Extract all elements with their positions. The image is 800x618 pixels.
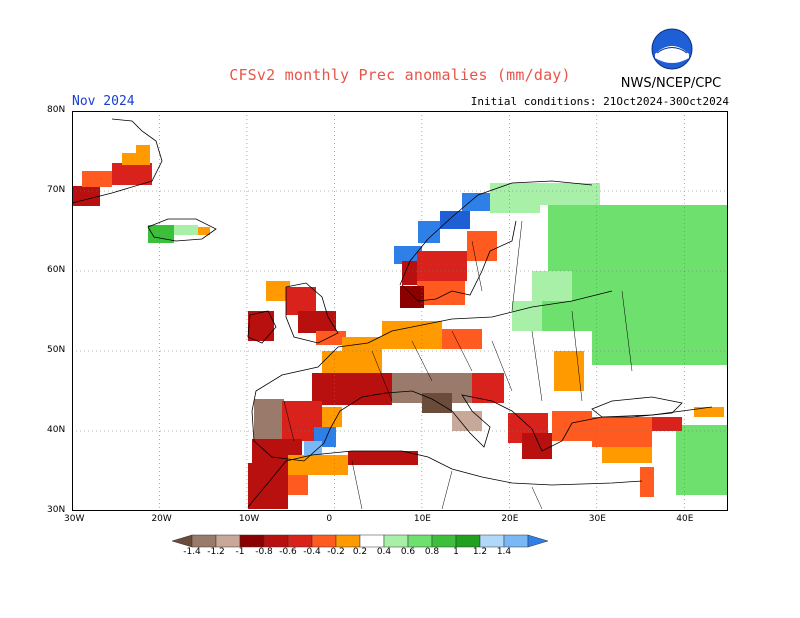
agency-label: NWS/NCEP/CPC [620,76,722,91]
colorbar-arrow-right [527,534,549,548]
colorbar-label: -1.4 [183,547,201,557]
initial-conditions: Initial conditions: 21Oct2024-30Oct2024 [470,95,729,108]
lat-tick-label: 40N [47,425,66,435]
colorbar-segment [455,534,481,548]
colorbar-label: -0.8 [255,547,273,557]
chart-title: CFSv2 monthly Prec anomalies (mm/day) [229,66,571,84]
colorbar-label: 0.6 [400,547,416,557]
colorbar-label: 1.4 [496,547,512,557]
noaa-logo [651,28,693,70]
colorbar-label: -0.2 [327,547,345,557]
lon-tick-label: 30W [64,514,85,524]
anomaly-map [72,111,728,511]
lat-tick-label: 60N [47,265,66,275]
colorbar [171,534,549,548]
colorbar-label: 0.8 [424,547,440,557]
colorbar-label: 1 [453,547,459,557]
lat-tick-label: 80N [47,105,66,115]
lat-tick-label: 50N [47,345,66,355]
colorbar-arrow-left [171,534,193,548]
lon-tick-label: 30E [588,514,606,524]
colorbar-label: 0.2 [352,547,368,557]
colorbar-segment [191,534,217,548]
colorbar-label: -1 [235,547,245,557]
colorbar-segment [239,534,265,548]
colorbar-segment [431,534,457,548]
colorbar-label: -0.4 [303,547,321,557]
lat-tick-label: 70N [47,185,66,195]
lon-tick-label: 10W [238,514,260,524]
anomaly-cells [72,145,728,509]
colorbar-segment [383,534,409,548]
lon-tick-label: 20E [501,514,519,524]
colorbar-segment [407,534,433,548]
colorbar-segment [287,534,313,548]
map-frame [72,111,728,511]
colorbar-label: -1.2 [207,547,225,557]
colorbar-segment [479,534,505,548]
colorbar-segment [503,534,529,548]
coastlines [72,118,713,508]
lon-tick-label: 10E [413,514,431,524]
colorbar-label: 0.4 [376,547,392,557]
lon-tick-label: 0 [326,514,333,524]
lon-tick-label: 20W [151,514,172,524]
map-gridlines [72,111,728,511]
forecast-month: Nov 2024 [72,94,135,109]
colorbar-segment [311,534,337,548]
colorbar-label: -0.6 [279,547,297,557]
lat-tick-label: 30N [47,505,66,515]
colorbar-segment [335,534,361,548]
colorbar-segment [215,534,241,548]
colorbar-segment [263,534,289,548]
colorbar-segment [359,534,385,548]
country-borders [283,220,633,510]
lon-tick-label: 40E [676,514,694,524]
colorbar-label: 1.2 [472,547,488,557]
